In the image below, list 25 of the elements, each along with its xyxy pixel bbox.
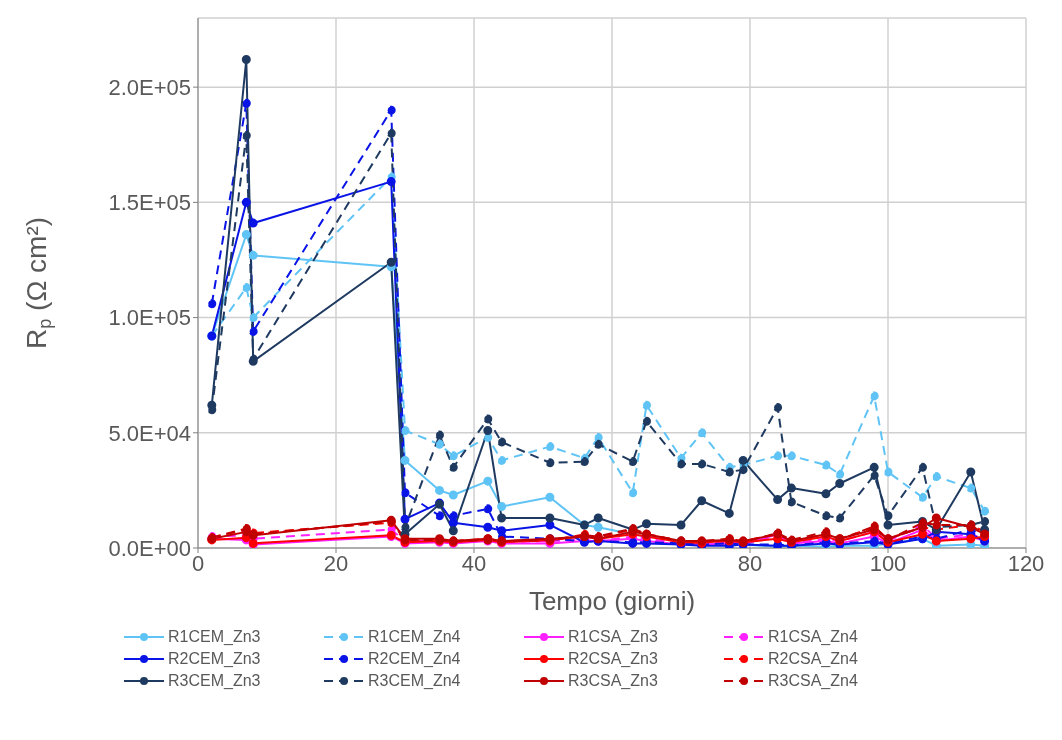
- y-tick-label: 1.5E+05: [108, 190, 191, 216]
- legend-label: R3CEM_Zn4: [368, 672, 461, 690]
- legend-label: R1CSA_Zn4: [768, 628, 858, 646]
- y-tick-label: 0.0E+00: [108, 535, 191, 561]
- x-tick-label: 100: [869, 550, 907, 576]
- x-tick-label: 120: [1007, 550, 1045, 576]
- legend-label: R3CSA_Zn3: [568, 672, 658, 690]
- legend-label: R2CEM_Zn3: [168, 650, 261, 668]
- legend-label: R3CEM_Zn3: [168, 672, 261, 690]
- legend-label: R3CSA_Zn4: [768, 672, 858, 690]
- legend-label: R2CEM_Zn4: [368, 650, 461, 668]
- legend-label: R2CSA_Zn3: [568, 650, 658, 668]
- x-tick-label: 60: [599, 550, 625, 576]
- x-axis-title: Tempo (giorni): [528, 586, 696, 616]
- x-tick-label: 80: [737, 550, 763, 576]
- y-tick-label: 1.0E+05: [108, 305, 191, 331]
- x-tick-label: 20: [323, 550, 349, 576]
- legend-label: R1CSA_Zn3: [568, 628, 658, 646]
- x-tick-label: 0: [191, 550, 205, 576]
- legend-label: R2CSA_Zn4: [768, 650, 858, 668]
- legend-label: R1CEM_Zn3: [168, 628, 261, 646]
- y-tick-label: 5.0E+04: [108, 420, 191, 446]
- y-tick-label: 2.0E+05: [108, 74, 191, 100]
- x-tick-label: 40: [461, 550, 487, 576]
- legend-label: R1CEM_Zn4: [368, 628, 461, 646]
